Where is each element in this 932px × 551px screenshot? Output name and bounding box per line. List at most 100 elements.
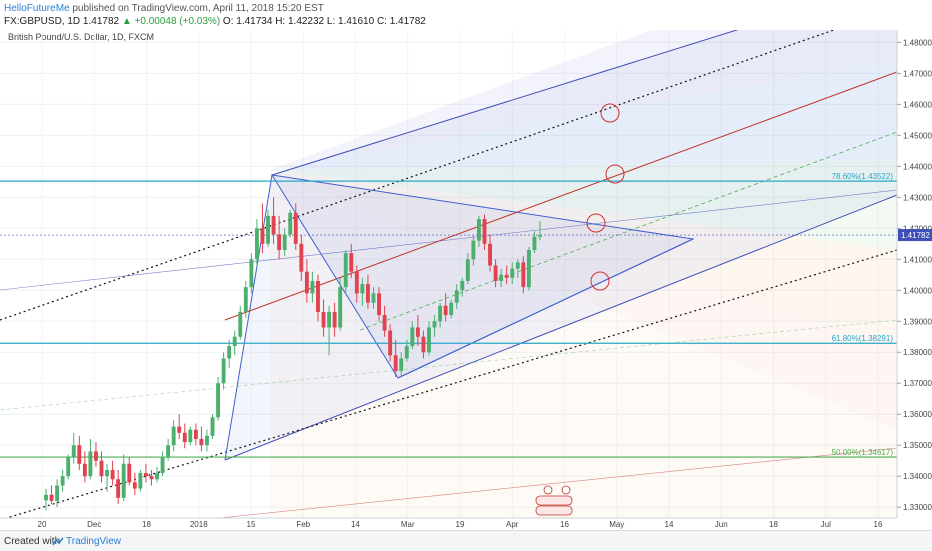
y-axis[interactable]: 1.48000 1.47000 1.46000 1.45000 1.44000 1.430…	[897, 38, 932, 512]
chart-label: British Pound/U.S. Dollar, 1D, FXCM	[8, 32, 154, 42]
candle	[399, 352, 404, 378]
candle	[282, 228, 287, 257]
candle	[327, 305, 332, 356]
candle	[454, 284, 459, 309]
candle	[354, 265, 359, 303]
candle-body	[193, 429, 198, 439]
candle	[60, 469, 65, 492]
y-tick-label: 1.41000	[903, 255, 932, 264]
y-tick-label: 1.36000	[903, 410, 932, 419]
candle-body	[143, 473, 148, 477]
candle-body	[266, 215, 270, 244]
y-tick-label: 1.37000	[903, 379, 932, 388]
candle-body	[227, 346, 232, 359]
candle-body	[155, 473, 159, 480]
last-price-badge: 1.41782	[898, 229, 932, 242]
candle-body	[465, 259, 470, 281]
candle-body	[277, 234, 282, 250]
fib-levels	[0, 180, 897, 458]
y-tick-label: 1.34000	[903, 472, 932, 481]
target-circle-3	[586, 213, 606, 233]
candle-body	[321, 311, 326, 328]
triangle-base	[397, 238, 694, 379]
y-tick-label: 1.39000	[903, 317, 932, 326]
candle-body	[232, 336, 237, 347]
candle	[321, 299, 326, 337]
x-tick-label: Jul	[821, 520, 831, 529]
candle-body	[399, 358, 404, 371]
x-tick-label: 15	[247, 520, 256, 529]
candle-body	[299, 243, 304, 272]
tradingview-brand[interactable]: TradingView	[66, 536, 122, 547]
candle	[260, 203, 265, 254]
candle-body	[188, 429, 193, 443]
candle	[404, 339, 409, 362]
candle-body	[393, 355, 398, 371]
candle-body	[260, 228, 265, 244]
candle	[166, 438, 171, 461]
candle	[94, 442, 98, 467]
candle-body	[243, 287, 248, 312]
grid	[0, 30, 897, 518]
candle-body	[66, 457, 71, 477]
fib-label: 61.80%(1.38291)	[832, 334, 894, 343]
candle-body	[454, 290, 459, 303]
candle	[249, 253, 254, 294]
x-tick-label: Feb	[296, 520, 310, 529]
candle	[149, 469, 154, 486]
candle	[504, 265, 509, 285]
x-tick-label: 14	[665, 520, 674, 529]
candle-body	[415, 327, 420, 337]
candle	[188, 426, 193, 446]
candle-body	[482, 219, 487, 244]
candle-body	[249, 259, 254, 288]
candle	[482, 214, 487, 250]
candle-body	[432, 321, 437, 328]
x-axis[interactable]: 20 Dec 18 2018 15 Feb 14 Mar 19 Apr 16 May 14 Jun 18 Ju…	[38, 520, 883, 529]
author-link[interactable]: HelloFutureMe	[4, 3, 70, 14]
candle-body	[460, 280, 465, 291]
candle	[382, 305, 387, 337]
last-price-text: 1.41782	[82, 16, 120, 27]
price-chart[interactable]: British Pound/U.S. Dollar, 1D, FXCM	[0, 0, 932, 530]
candle-body	[477, 219, 481, 241]
candle	[310, 271, 315, 303]
candle-body	[504, 274, 509, 278]
candle	[49, 485, 54, 505]
candle	[44, 488, 48, 511]
red-fan-line	[216, 447, 897, 518]
candle-body	[493, 265, 498, 281]
candle-body	[238, 311, 243, 337]
target-circle-1	[600, 103, 620, 123]
candle	[421, 330, 426, 359]
candle-body	[371, 293, 376, 303]
candle	[205, 429, 209, 452]
y-tick-label: 1.48000	[903, 38, 932, 47]
candle-body	[60, 476, 65, 486]
candle-body	[127, 463, 132, 483]
candle-body	[316, 280, 320, 312]
fan-zone-1	[270, 30, 897, 170]
tradingview-logo-icon	[52, 537, 64, 546]
candle	[343, 249, 348, 294]
candle	[77, 435, 82, 470]
candle	[515, 259, 520, 278]
candle-body	[532, 236, 537, 250]
candle-body	[343, 253, 348, 288]
fib-label: 50.00%(1.34617)	[832, 448, 894, 457]
candle-body	[499, 274, 504, 281]
symbol-name: FX:GBPUSD, 1D	[4, 16, 81, 27]
fib-labels: 78.60%(1.43522) 61.80%(1.38291) 50.00%(1.3…	[832, 172, 894, 457]
candle-body	[216, 383, 221, 418]
candle	[526, 246, 531, 291]
fan-zone-4	[270, 170, 897, 340]
candle	[160, 451, 165, 477]
candle	[66, 454, 71, 480]
created-with-text: Created with	[4, 536, 61, 547]
candle-body	[538, 235, 542, 237]
candle	[332, 302, 337, 337]
economic-events-icon[interactable]	[535, 485, 573, 516]
pitchfork-lower	[224, 194, 897, 461]
candle-body	[77, 445, 82, 464]
candle	[493, 259, 498, 288]
